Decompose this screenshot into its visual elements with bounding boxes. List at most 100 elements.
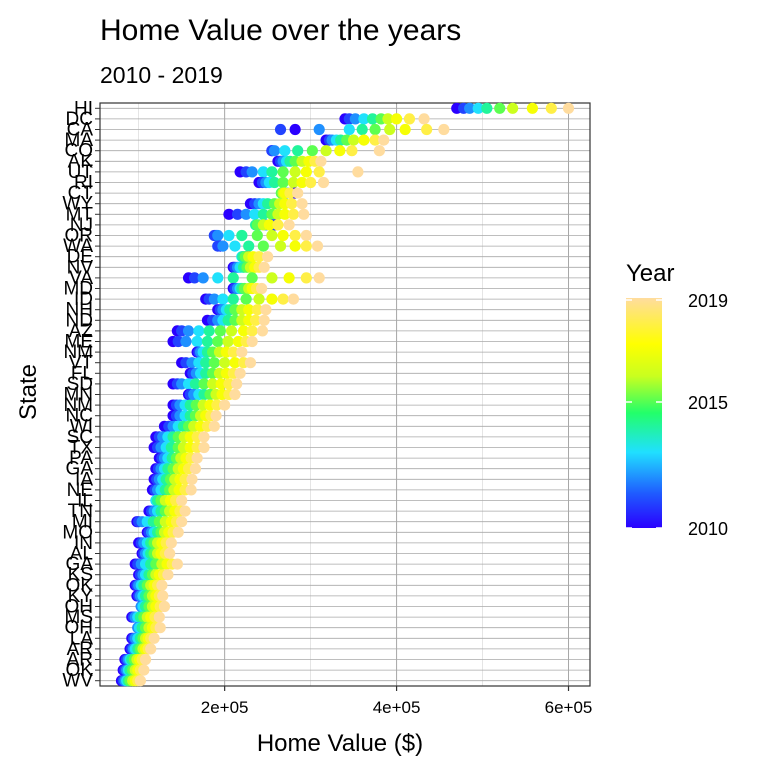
point-co-2019 — [373, 145, 385, 157]
y-tick-label-mo: MO — [62, 522, 93, 543]
point-me-2016 — [222, 335, 234, 348]
point-ut-2017 — [300, 166, 312, 178]
y-tick-label-al: AL — [70, 544, 93, 565]
y-tick-label-nm: NM — [63, 395, 93, 416]
y-tick-label-nj: NJ — [70, 215, 93, 236]
point-va-2011 — [188, 272, 201, 284]
y-tick-label-id: ID — [74, 289, 93, 310]
point-wa-2014 — [243, 240, 255, 252]
y-tick-label-sc: SC — [67, 427, 93, 448]
point-ri-2018 — [305, 176, 317, 189]
y-tick-label-pa: PA — [69, 448, 93, 469]
y-tick-label-co: CO — [65, 141, 94, 162]
point-dc-2013 — [358, 113, 370, 125]
point-id-2015 — [240, 293, 252, 305]
point-ga-2019 — [189, 463, 202, 475]
x-tick-label: 2e+05 — [201, 698, 249, 717]
y-axis: HIDCCAMACOAKUTRICTWYMTNJORWADENVVAMDIDNH… — [62, 98, 100, 692]
point-vt-2019 — [244, 357, 257, 369]
point-az-2016 — [225, 325, 238, 337]
point-wa-2017 — [289, 240, 301, 252]
point-oh-2019 — [158, 600, 171, 613]
point-ma-2017 — [358, 134, 370, 146]
point-id-2016 — [253, 293, 265, 305]
y-tick-label-hi: HI — [74, 98, 93, 119]
point-sd-2015 — [198, 378, 210, 390]
point-ri-2016 — [287, 176, 300, 189]
point-ut-2016 — [289, 166, 301, 178]
point-ca-2019 — [438, 123, 450, 136]
point-mt-2017 — [279, 208, 291, 220]
point-wy-2018 — [286, 198, 298, 210]
point-ri-2014 — [268, 176, 281, 189]
point-tn-2019 — [179, 505, 191, 517]
y-tick-label-me: ME — [65, 332, 94, 353]
point-az-2017 — [237, 325, 250, 337]
point-de-2018 — [253, 251, 265, 263]
y-tick-label-wy: WY — [62, 194, 93, 215]
point-ar-2019 — [139, 653, 152, 666]
point-co-2014 — [292, 145, 304, 157]
x-axis: 2e+05 4e+05 6e+05 — [201, 686, 592, 717]
point-nv-2019 — [258, 261, 270, 273]
point-ma-2019 — [378, 134, 390, 146]
y-tick-label-in: IN — [74, 533, 93, 554]
y-tick-label-nh: NH — [66, 300, 93, 321]
point-ga-2019 — [171, 558, 183, 570]
point-hi-2013 — [472, 102, 484, 114]
plot-panel — [99, 102, 591, 687]
point-co-2018 — [346, 145, 358, 157]
y-tick-label-la: LA — [70, 628, 94, 649]
point-vt-2014 — [200, 357, 212, 369]
y-tick-label-ri: RI — [74, 173, 93, 194]
point-ky-2019 — [157, 590, 169, 602]
point-ca-2014 — [356, 123, 368, 136]
y-tick-label-nd: ND — [66, 310, 93, 331]
y-tick-label-sd: SD — [67, 374, 93, 395]
legend-title: Year — [626, 260, 675, 287]
y-tick-label-ne: NE — [67, 480, 93, 501]
point-ca-2012 — [313, 123, 325, 136]
point-vt-2016 — [219, 357, 231, 369]
point-va-2019 — [313, 272, 325, 284]
point-nm-2018 — [211, 399, 223, 411]
point-or-2019 — [300, 229, 312, 242]
point-dc-2016 — [382, 113, 394, 125]
point-sd-2014 — [189, 378, 202, 390]
point-hi-2016 — [507, 102, 519, 114]
point-dc-2014 — [366, 113, 379, 125]
point-or-2018 — [289, 229, 301, 242]
x-tick-label: 4e+05 — [373, 698, 421, 717]
point-wa-2013 — [229, 240, 241, 252]
y-tick-label-ms: MS — [65, 607, 94, 628]
point-nm-2019 — [236, 346, 248, 358]
point-nd-2018 — [249, 314, 262, 326]
y-tick-label-oh: OH — [65, 618, 94, 639]
point-ut-2015 — [277, 166, 289, 178]
y-tick-label-va: VA — [69, 268, 93, 289]
y-tick-label-wi: WI — [70, 416, 93, 437]
y-tick-label-ct: CT — [68, 183, 94, 204]
y-tick-label-fl: FL — [71, 363, 93, 384]
y-tick-label-tx: TX — [69, 438, 94, 459]
y-tick-label-tn: TN — [68, 501, 93, 522]
point-vt-2017 — [229, 357, 241, 369]
point-nh-2018 — [251, 304, 263, 316]
x-axis-title: Home Value ($) — [257, 730, 423, 757]
point-ut-2014 — [266, 166, 278, 178]
point-co-2013 — [279, 145, 291, 157]
point-or-2015 — [251, 229, 263, 242]
point-or-2016 — [266, 229, 278, 242]
point-mt-2014 — [257, 208, 269, 220]
point-nj-2019 — [283, 219, 295, 231]
point-mt-2010 — [223, 208, 235, 220]
point-me-2015 — [212, 335, 224, 348]
point-id-2013 — [217, 293, 229, 305]
point-ri-2015 — [277, 176, 289, 189]
point-hi-2012 — [464, 102, 476, 114]
y-tick-label-wv: WV — [62, 671, 93, 692]
point-nd-2019 — [258, 314, 270, 326]
point-or-2013 — [223, 229, 235, 242]
point-az-2015 — [214, 325, 226, 337]
point-va-2016 — [266, 272, 278, 284]
